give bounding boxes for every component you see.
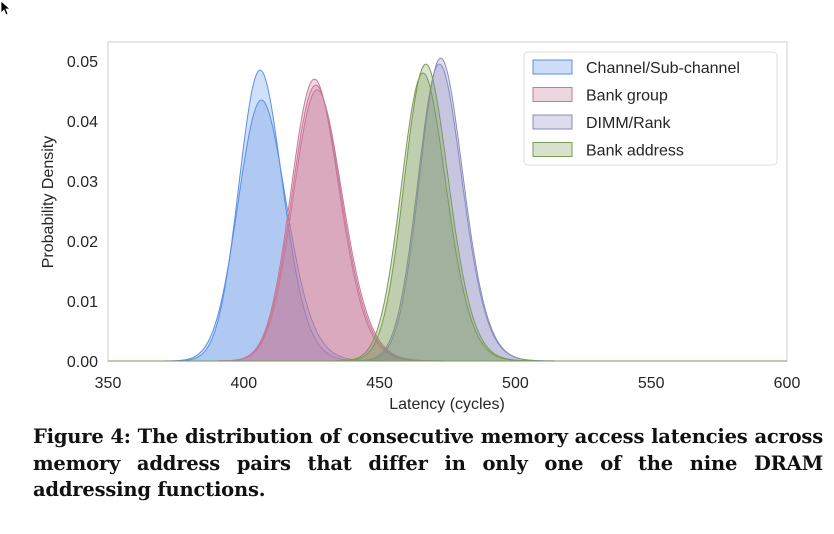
x-tick-label: 450 [366,375,393,392]
mouse-cursor-icon [0,0,12,16]
legend-swatch [532,114,573,130]
density-chart: 350 400 450 500 550 600 0.00 0.01 0.02 0.03 0.04 0… [40,41,801,413]
y-tick-label: 0.03 [67,174,98,191]
y-tick-label: 0.02 [67,234,98,251]
x-axis-label: Latency (cycles) [389,396,505,413]
y-axis-label: Probability Density [40,136,57,269]
legend-label: Channel/Sub-channel [586,60,740,77]
x-tick-label: 400 [230,375,257,392]
y-tick-label: 0.05 [67,54,98,71]
legend-label: Bank address [586,143,684,160]
x-tick-label: 550 [638,375,665,392]
figure-caption: Figure 4: The distribution of consecutiv… [33,425,823,501]
legend-swatch [532,59,573,75]
legend-swatch [532,142,573,157]
x-tick-label: 350 [95,375,122,392]
y-tick-label: 0.00 [67,354,98,371]
y-tick-label: 0.01 [67,294,98,311]
legend-swatch [532,87,573,102]
legend-label: Bank group [586,88,668,105]
x-tick-label: 500 [502,375,529,392]
density-curve-3-1 [108,72,787,362]
legend: Channel/Sub-channel Bank group DIMM/Rank Ba… [523,51,778,166]
x-tick-label: 600 [774,375,801,392]
y-tick-label: 0.04 [67,114,98,131]
legend-label: DIMM/Rank [586,115,671,132]
